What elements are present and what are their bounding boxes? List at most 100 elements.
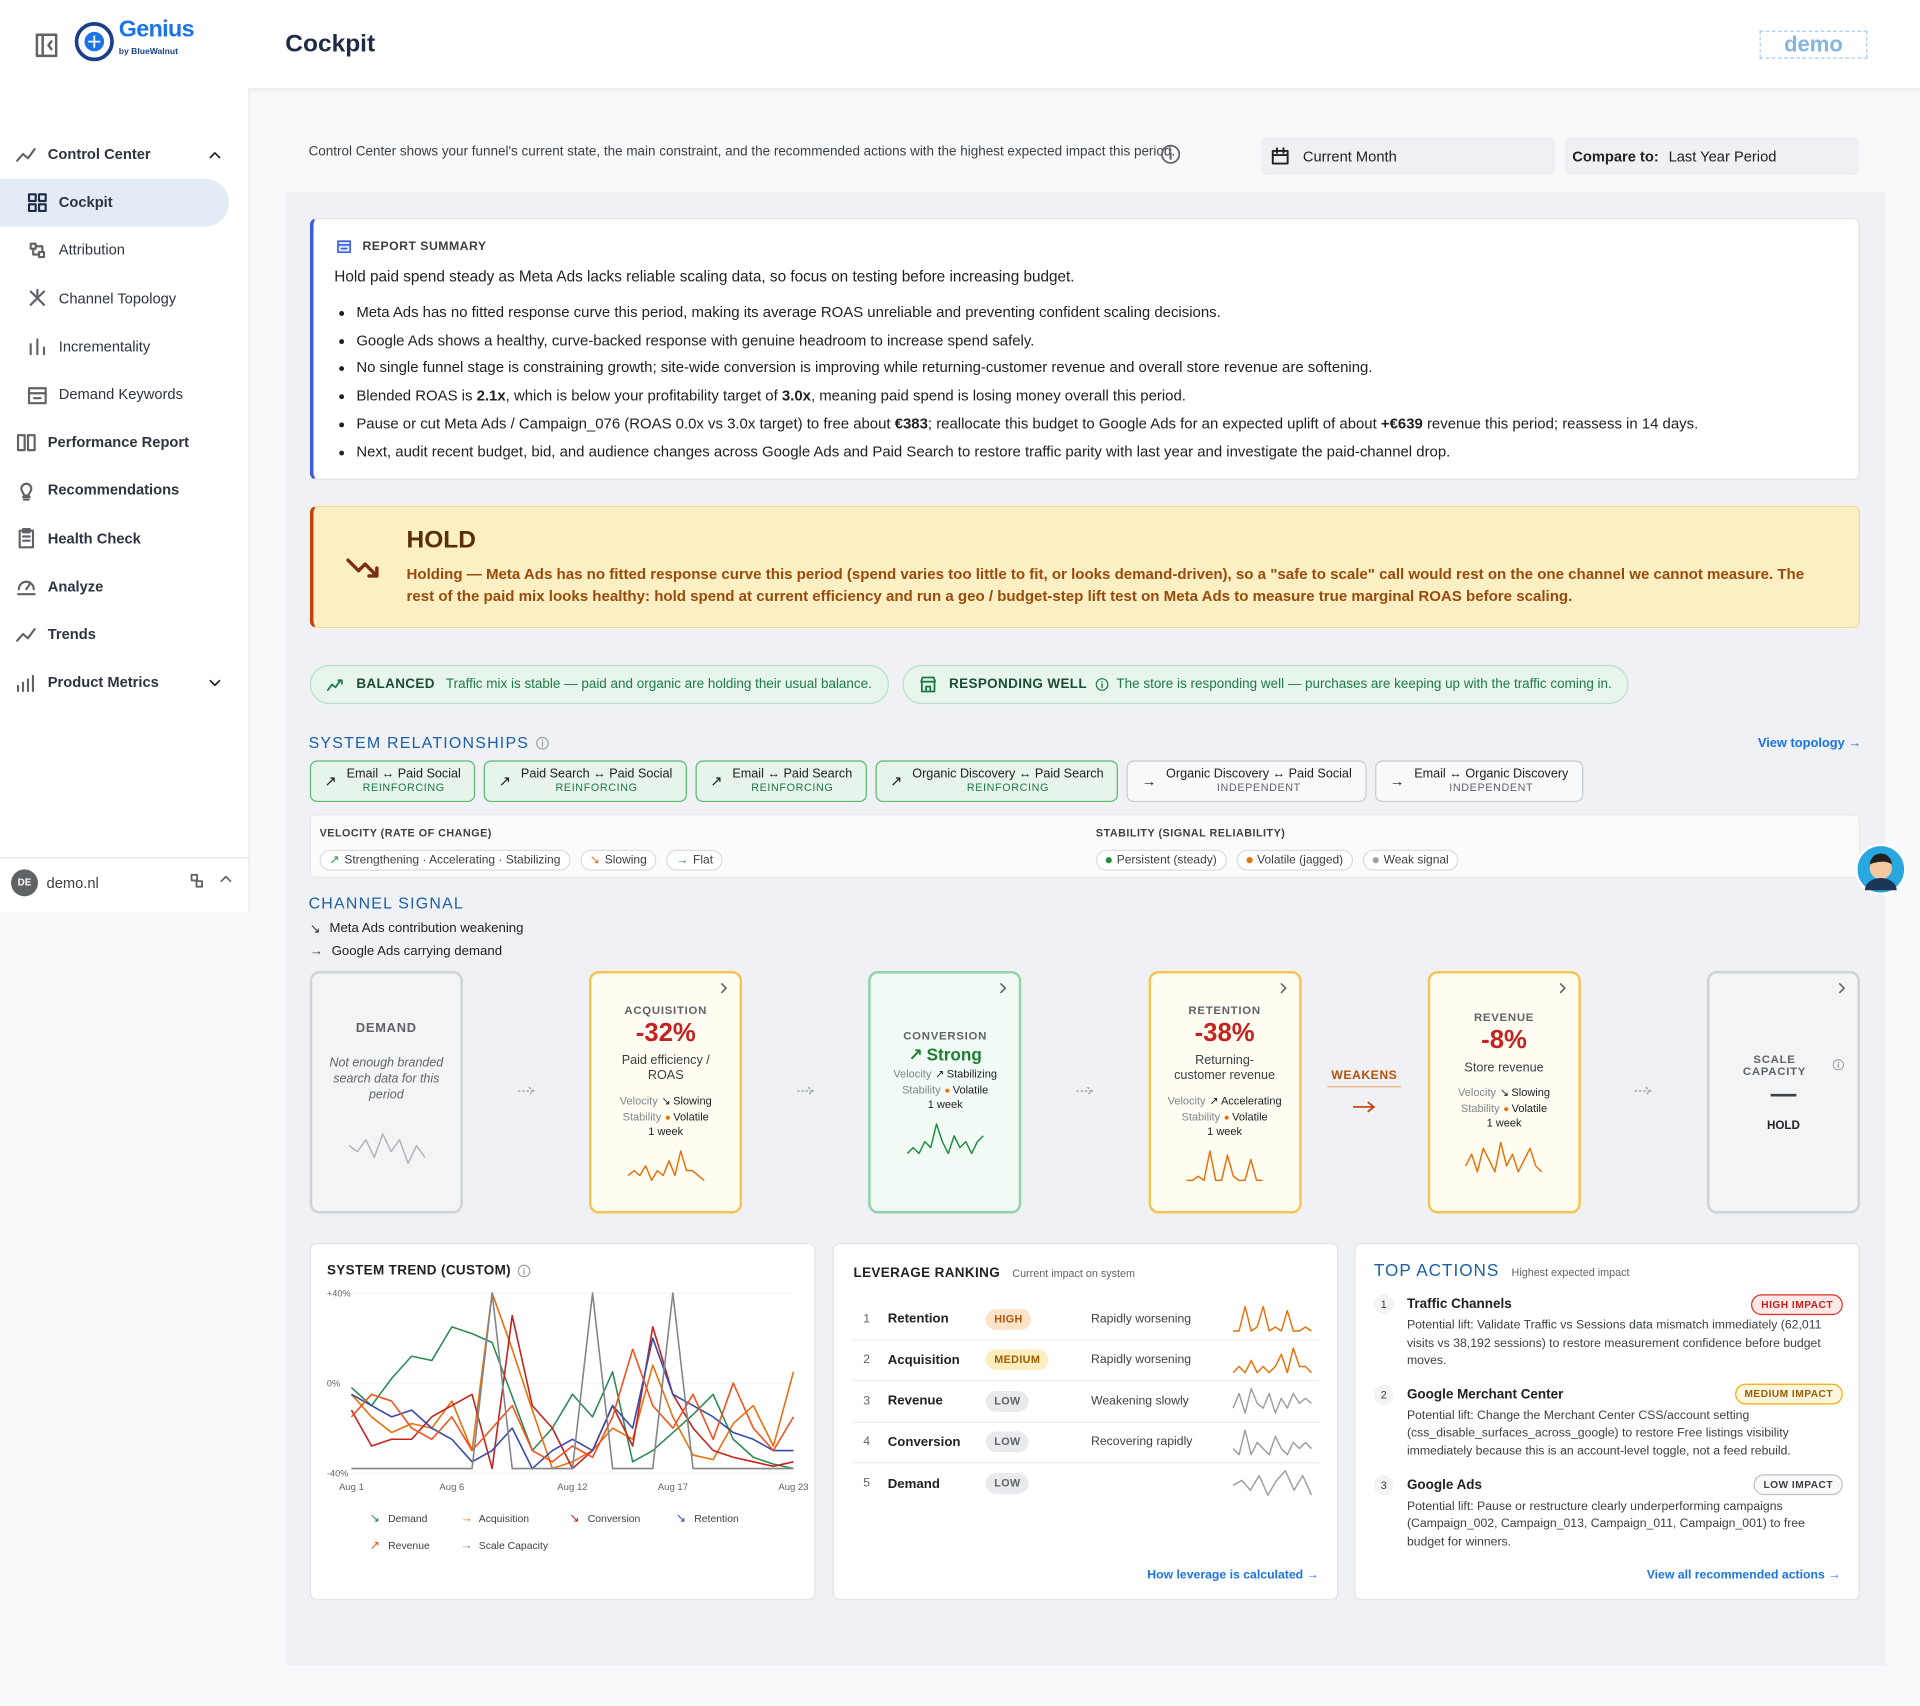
- compare-select[interactable]: Compare to: Last Year Period: [1564, 137, 1859, 176]
- stage-name: RETENTION: [1188, 1003, 1260, 1015]
- chip-name: Organic Discovery ↔ Paid Search: [912, 767, 1104, 782]
- stage-velocity: Velocity ↗ Accelerating: [1168, 1094, 1282, 1107]
- stage-name-text: RETENTION: [1188, 1003, 1261, 1016]
- stage-value-text: -38%: [1194, 1018, 1255, 1047]
- sparkline-path: [1232, 1428, 1312, 1455]
- stability-dot: ●: [1223, 1111, 1230, 1123]
- stage-value-text: -8%: [1481, 1025, 1527, 1054]
- header-bar: [0, 0, 1920, 89]
- icon-shape: [20, 482, 33, 501]
- y-tick-label: -40%: [327, 1469, 348, 1479]
- env-badge: demo: [1759, 30, 1868, 59]
- icon[interactable]: [33, 32, 60, 59]
- icon: [18, 528, 35, 549]
- status-pill: RESPONDING WELL The store is responding w…: [902, 664, 1629, 705]
- icon-shape: [16, 433, 36, 451]
- nav-label: Trends: [47, 625, 96, 643]
- sidebar-divider: [0, 857, 249, 859]
- leverage-row[interactable]: 1 Retention HIGH Rapidly worsening: [853, 1299, 1319, 1341]
- leverage-link[interactable]: How leverage is calculated →: [1147, 1568, 1319, 1583]
- icon-shape: [27, 386, 47, 404]
- stage-card[interactable]: SCALE CAPACITY — HOLD: [1706, 971, 1861, 1214]
- view-topology-link[interactable]: View topology →: [1757, 735, 1862, 751]
- stage-card[interactable]: CONVERSION ↗ Strong Velocity ↗ Stabilizing Sta…: [868, 971, 1022, 1214]
- section-title: CHANNEL SIGNAL: [308, 893, 465, 913]
- nav-label: Channel Topology: [58, 289, 177, 307]
- nav-item[interactable]: Incrementality: [0, 322, 229, 370]
- relationship-chip[interactable]: ↗ Email ↔ Paid Social REINFORCING: [309, 760, 476, 803]
- nav-item[interactable]: Analyze: [0, 562, 229, 610]
- account-name[interactable]: demo.nl: [46, 874, 99, 892]
- actions-link[interactable]: View all recommended actions →: [1646, 1568, 1841, 1583]
- relationship-chip[interactable]: → Organic Discovery ↔ Paid Social INDEPEND…: [1126, 760, 1367, 803]
- nav-item[interactable]: Attribution: [0, 226, 229, 274]
- impact-badge: HIGH IMPACT: [1751, 1293, 1843, 1315]
- relationship-chip[interactable]: ↗ Organic Discovery ↔ Paid Search REINFORC…: [875, 760, 1119, 803]
- stage-card[interactable]: ACQUISITION -32% Paid efficiency / ROAS Vel…: [589, 971, 743, 1214]
- legend-label: Acquisition: [479, 1514, 529, 1525]
- stage-desc: Returning-customer revenue: [1174, 1053, 1276, 1083]
- rank: 4: [863, 1435, 871, 1449]
- legend-text: Weak signal: [1383, 853, 1449, 867]
- icon: [326, 679, 343, 691]
- sparkline-path: [1232, 1346, 1312, 1373]
- nav-item[interactable]: Trends: [0, 610, 229, 658]
- leverage-row[interactable]: 3 Revenue LOW Weakening slowly: [853, 1381, 1319, 1423]
- bold-figure: +€639: [1380, 414, 1423, 433]
- action-item[interactable]: 1 Traffic Channels HIGH IMPACT Potential li…: [1373, 1291, 1843, 1372]
- stage-card[interactable]: REVENUE -8% Store revenue Velocity ↘ Slowing S…: [1427, 971, 1581, 1214]
- relationship-chip[interactable]: ↗ Paid Search ↔ Paid Social REINFORCING: [484, 760, 687, 803]
- sparkline: [1233, 1305, 1312, 1332]
- icon: [220, 875, 232, 883]
- nav-item[interactable]: Recommendations: [0, 466, 229, 514]
- legend-icon: ↘: [589, 853, 600, 867]
- hold-title: HOLD: [406, 526, 476, 554]
- stage-name: Acquisition: [887, 1352, 960, 1368]
- stability-dot: ●: [1503, 1103, 1510, 1115]
- pill-label: BALANCED: [356, 677, 435, 692]
- icon-shape: [29, 242, 46, 259]
- bullet-text: Pause or cut Meta Ads / Campaign_076 (RO…: [356, 414, 895, 433]
- stage-value: -32%: [636, 1018, 696, 1047]
- stage-name: ACQUISITION: [624, 1003, 707, 1015]
- leverage-badge: LOW: [985, 1431, 1030, 1453]
- leverage-row[interactable]: 2 Acquisition MEDIUM Rapidly worsening: [853, 1340, 1319, 1382]
- compare-value: Last Year Period: [1668, 147, 1777, 165]
- legend-title: STABILITY (SIGNAL RELIABILITY): [1095, 826, 1286, 839]
- chip-icon: ↗: [498, 772, 512, 790]
- nav-item[interactable]: Performance Report: [0, 418, 229, 466]
- flow-arrow: [796, 1086, 814, 1096]
- relationship-chip[interactable]: → Email ↔ Organic Discovery INDEPENDENT: [1375, 760, 1584, 803]
- note-icon: ↘: [309, 922, 321, 937]
- icon: [16, 674, 35, 692]
- nav-item[interactable]: Product Metrics: [0, 658, 229, 706]
- chip-text: Organic Discovery ↔ Paid Search REINFORCI…: [912, 768, 1103, 795]
- sparkline-path: [627, 1149, 705, 1181]
- nav-item[interactable]: Health Check: [0, 514, 229, 562]
- nav-item[interactable]: Demand Keywords: [0, 370, 229, 418]
- leverage-row[interactable]: 4 Conversion LOW Recovering rapidly: [853, 1422, 1319, 1464]
- nav-item[interactable]: Channel Topology: [0, 274, 229, 322]
- stage-card: DEMAND Not enough branded search data for…: [309, 971, 463, 1214]
- chip-icon: ↗: [324, 772, 337, 790]
- stage-card[interactable]: RETENTION -38% Returning-customer revenue V…: [1148, 971, 1302, 1214]
- y-tick-label: 0%: [327, 1379, 340, 1389]
- leverage-badge: MEDIUM: [985, 1349, 1049, 1371]
- impact-badge: MEDIUM IMPACT: [1734, 1384, 1843, 1405]
- period-select[interactable]: Current Month: [1261, 137, 1556, 176]
- nav-item[interactable]: Cockpit: [0, 178, 229, 227]
- icon-shape: [1833, 1059, 1845, 1071]
- leverage-row[interactable]: 5 Demand LOW: [853, 1463, 1318, 1504]
- x-tick-label: Aug 23: [778, 1482, 808, 1493]
- nav-item[interactable]: Control Center: [0, 130, 229, 178]
- action-item[interactable]: 3 Google Ads LOW IMPACT Potential lift: Pau…: [1373, 1471, 1843, 1552]
- relationship-chip[interactable]: ↗ Email ↔ Paid Search REINFORCING: [695, 760, 867, 803]
- icon: [721, 983, 728, 994]
- card-subtitle: Highest expected impact: [1511, 1266, 1630, 1279]
- icon-shape: [29, 338, 46, 356]
- nav-label: Health Check: [47, 529, 141, 547]
- action-item[interactable]: 2 Google Merchant Center MEDIUM IMPACT Pote…: [1373, 1381, 1843, 1462]
- icon: [16, 147, 36, 162]
- sparkline-path: [1232, 1469, 1313, 1496]
- icon-shape: [1161, 144, 1181, 164]
